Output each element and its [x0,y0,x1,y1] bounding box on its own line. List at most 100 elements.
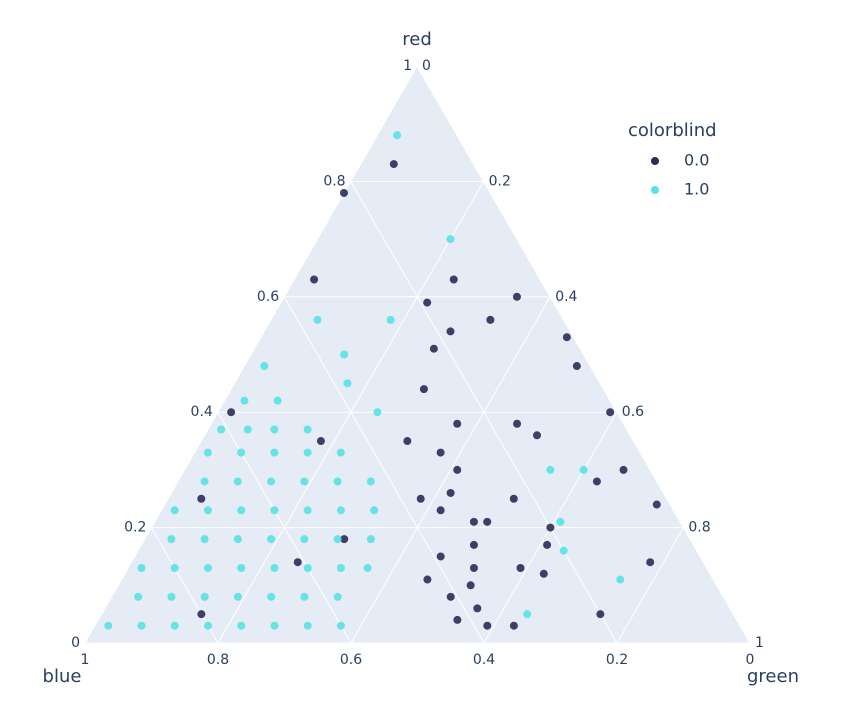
data-point [449,275,458,284]
data-point [217,425,226,434]
data-point [512,292,521,301]
c-tick-label: 0.4 [555,289,577,305]
data-point [243,425,252,434]
legend-label[interactable]: 0.0 [684,151,709,170]
b-tick-label: 1 [81,652,90,668]
data-point [167,535,176,544]
data-point [483,517,492,526]
grid-line [350,296,551,644]
data-point [469,540,478,549]
data-point [389,160,398,169]
data-point [539,569,548,578]
data-point [134,592,143,601]
data-point [260,362,269,371]
data-point [509,494,518,503]
data-point [446,327,455,336]
data-point [267,535,276,544]
data-point [267,477,276,486]
data-point [596,610,605,619]
data-point [303,621,312,630]
data-point [270,563,279,572]
data-point [137,563,146,572]
data-point [373,408,382,417]
data-point [523,610,532,619]
a-tick-label: 1 [403,58,412,74]
data-point [303,425,312,434]
legend-marker[interactable] [651,186,659,194]
data-point [403,437,412,446]
data-point [340,350,349,359]
a-tick-label: 0.2 [124,520,146,536]
data-point [333,592,342,601]
data-point [453,419,462,428]
data-point [436,506,445,515]
data-point [310,275,319,284]
legend-label[interactable]: 1.0 [684,180,709,199]
a-tick-label: 0.6 [257,289,279,305]
c-tick-label: 0.2 [489,173,511,189]
data-point [233,535,242,544]
data-point [340,535,349,544]
data-point [423,575,432,584]
data-point [197,610,206,619]
c-tick-label: 1 [755,635,764,651]
data-point [592,477,601,486]
data-point [237,506,246,515]
data-point [237,563,246,572]
data-point [466,581,475,590]
b-tick-label: 0 [746,652,755,668]
data-point [337,621,346,630]
data-point [303,563,312,572]
grid-line [217,181,485,644]
data-point [469,563,478,572]
legend-marker[interactable] [651,157,659,165]
data-point [270,448,279,457]
data-point [233,477,242,486]
data-point [483,621,492,630]
data-point [339,188,348,197]
data-point [200,592,209,601]
labels: 00.20.40.60.8100.20.40.60.8100.20.40.60.… [71,58,764,668]
data-point [313,315,322,324]
data-point [486,315,495,324]
data-point [533,431,542,440]
data-point [556,517,565,526]
data-point [336,448,345,457]
data-point [303,448,312,457]
data-point [543,540,552,549]
data-point [429,344,438,353]
b-tick-label: 0.2 [606,652,628,668]
legend-title: colorblind [628,120,717,141]
b-tick-label: 0.8 [207,652,229,668]
data-point [516,563,525,572]
grid-line [283,296,485,644]
data-point [170,621,179,630]
data-point [270,425,279,434]
grid-line [84,65,418,644]
data-point [370,506,379,515]
b-tick-label: 0.6 [340,652,362,668]
data-point [416,494,425,503]
a-tick-label: 0 [71,635,80,651]
b-tick-label: 0.4 [473,652,495,668]
axis-title-red: red [402,29,432,50]
data-point [333,535,342,544]
data-point [559,546,568,555]
c-tick-label: 0.8 [688,520,710,536]
c-tick-label: 0 [422,58,431,74]
data-point [203,506,212,515]
data-point [300,477,309,486]
a-tick-label: 0.4 [191,404,213,420]
data-point [170,506,179,515]
data-point [104,621,113,630]
data-point [270,621,279,630]
data-point [300,535,309,544]
data-point [366,477,375,486]
data-point [293,558,302,567]
data-point [300,592,309,601]
data-point [513,419,522,428]
data-point [270,506,279,515]
data-point [646,558,655,567]
data-point [303,506,312,515]
